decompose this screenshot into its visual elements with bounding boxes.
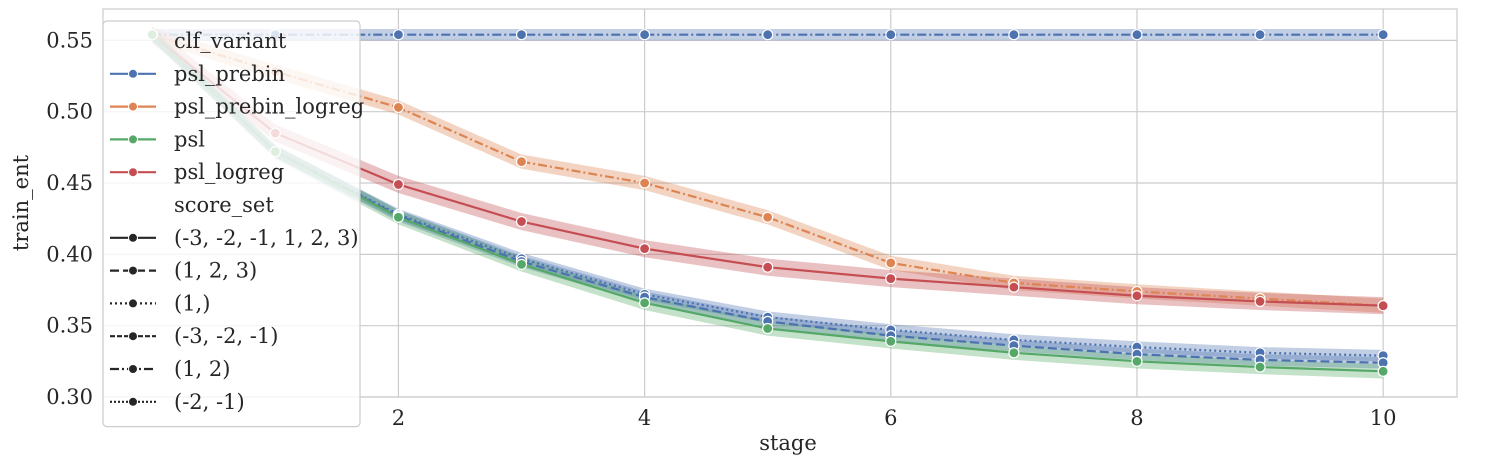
point-psl <box>1377 365 1389 377</box>
legend-entry-label: psl_prebin_logreg <box>174 95 364 119</box>
point-psl_prebin <box>1254 29 1266 41</box>
point-psl_logreg <box>1008 281 1020 293</box>
point-psl_prebin_logreg <box>638 177 651 189</box>
point-psl <box>515 258 528 270</box>
y-tick-label: 0.55 <box>46 28 93 52</box>
legend-swatch-marker <box>128 298 138 309</box>
point-psl_prebin_logreg <box>515 156 528 168</box>
x-tick-label: 10 <box>1370 406 1397 430</box>
legend-entry-label: (1, 2) <box>174 357 230 381</box>
legend-entry-label: (-3, -2, -1, 1, 2, 3) <box>174 226 359 250</box>
x-tick-label: 6 <box>884 406 897 430</box>
legend-swatch-marker <box>128 101 138 112</box>
point-psl_logreg <box>1254 295 1266 308</box>
point-psl_prebin <box>1377 29 1389 41</box>
legend-swatch-marker <box>128 396 138 407</box>
point-psl_prebin_logreg <box>885 257 897 269</box>
point-psl_logreg <box>1131 290 1143 302</box>
point-psl <box>1008 347 1020 359</box>
point-psl_prebin <box>1008 29 1020 41</box>
legend-entry-label: (-3, -2, -1) <box>174 324 278 348</box>
legend-swatch-marker <box>128 167 138 178</box>
legend-swatch-marker <box>128 134 138 145</box>
point-psl_logreg <box>885 273 897 285</box>
y-tick-label: 0.45 <box>46 171 93 195</box>
point-psl <box>762 322 774 335</box>
y-tick-labels: 0.30 0.35 0.40 0.45 0.50 0.55 <box>46 28 93 409</box>
legend-swatch-marker <box>128 68 138 79</box>
x-tick-label: 4 <box>638 406 651 430</box>
point-psl <box>1131 355 1143 367</box>
legend: clf_variant psl_prebin psl_prebin_logregps… <box>102 20 364 428</box>
legend-entry-label: psl <box>174 127 205 151</box>
legend-entry-label: (1, 2, 3) <box>174 259 257 283</box>
point-psl <box>1254 361 1266 373</box>
point-psl_prebin <box>762 29 774 41</box>
legend-title: score_set <box>174 193 274 217</box>
point-psl_logreg <box>638 243 651 255</box>
point-psl_prebin <box>885 29 897 41</box>
point-psl_prebin <box>1131 29 1143 41</box>
legend-swatch-marker <box>128 364 138 374</box>
point-psl_prebin <box>515 29 528 41</box>
point-psl <box>392 211 405 223</box>
point-psl_prebin <box>638 29 651 41</box>
legend-entry-label: (1,) <box>174 291 210 315</box>
point-psl_logreg <box>392 178 405 191</box>
point-psl <box>638 297 651 309</box>
legend-swatch-marker <box>128 265 138 276</box>
y-axis-label: train_ent <box>9 154 33 251</box>
legend-swatch-marker <box>128 232 138 243</box>
x-tick-label: 8 <box>1130 406 1143 430</box>
y-tick-label: 0.30 <box>46 385 93 409</box>
point-psl_prebin_logreg <box>762 211 774 223</box>
legend-title: clf_variant <box>174 29 287 53</box>
y-tick-label: 0.40 <box>46 242 93 266</box>
x-tick-labels: 2 4 6 8 10 <box>392 406 1397 430</box>
legend-box <box>102 20 361 428</box>
legend-entry-label: psl_logreg <box>174 160 284 184</box>
y-tick-label: 0.50 <box>46 100 93 124</box>
x-tick-label: 2 <box>392 406 405 430</box>
point-psl_logreg <box>762 261 774 273</box>
x-axis-label: stage <box>759 431 817 455</box>
point-psl_prebin <box>392 29 405 41</box>
legend-entry-label: psl_prebin <box>174 62 285 86</box>
point-psl_prebin_logreg <box>392 101 405 114</box>
point-psl_logreg <box>515 215 528 228</box>
point-psl <box>885 335 897 347</box>
legend-entry-label: (-2, -1) <box>174 390 245 414</box>
point-psl_logreg <box>1377 300 1389 312</box>
y-tick-label: 0.35 <box>46 314 93 338</box>
legend-swatch-marker <box>128 331 138 342</box>
